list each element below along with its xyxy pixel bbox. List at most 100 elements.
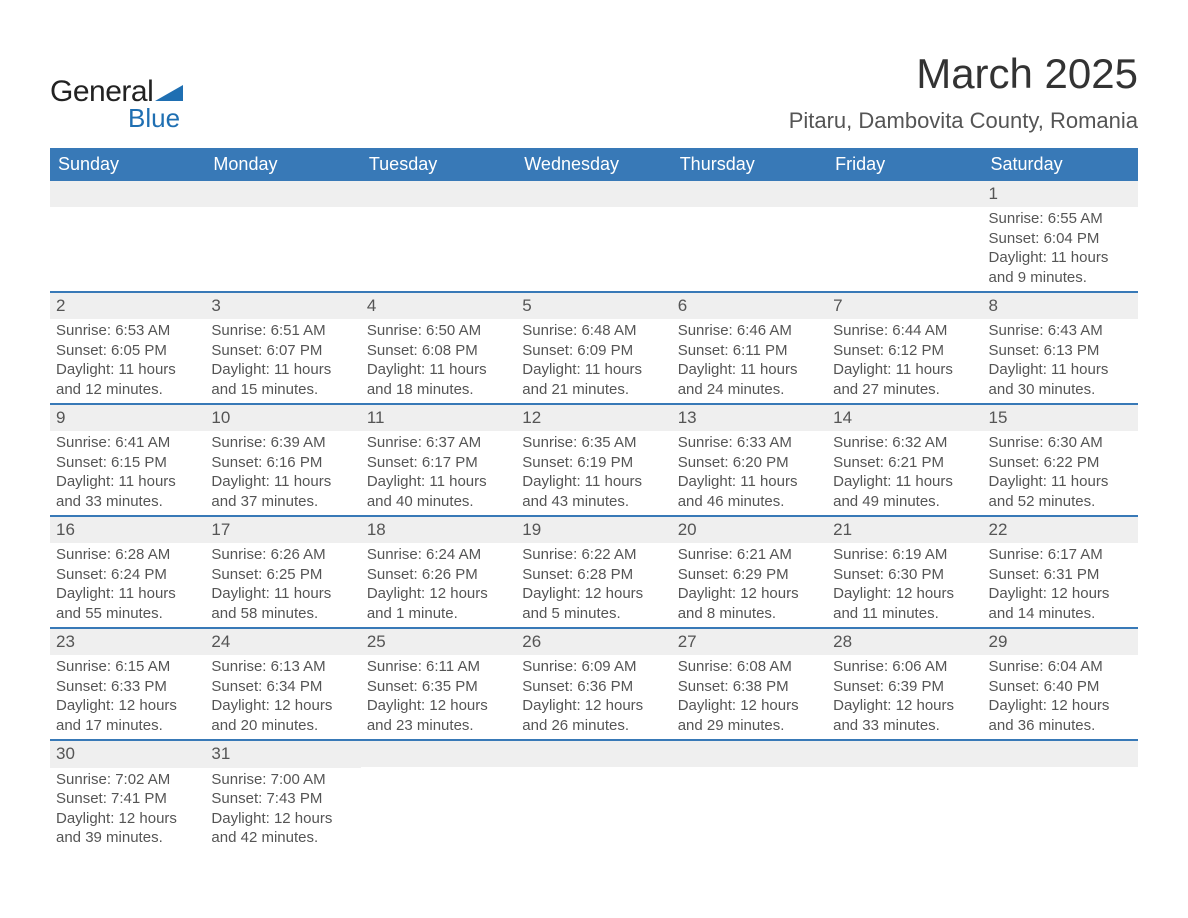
sunrise-text: Sunrise: 6:24 AM bbox=[367, 545, 510, 565]
calendar-day-cell: 31Sunrise: 7:00 AMSunset: 7:43 PMDayligh… bbox=[205, 741, 360, 851]
calendar-day-cell bbox=[672, 181, 827, 291]
calendar-day-cell: 20Sunrise: 6:21 AMSunset: 6:29 PMDayligh… bbox=[672, 517, 827, 627]
logo: General Blue bbox=[50, 75, 183, 134]
calendar-week: 1Sunrise: 6:55 AMSunset: 6:04 PMDaylight… bbox=[50, 181, 1138, 291]
calendar-day-cell: 5Sunrise: 6:48 AMSunset: 6:09 PMDaylight… bbox=[516, 293, 671, 403]
day-body: Sunrise: 6:19 AMSunset: 6:30 PMDaylight:… bbox=[827, 543, 982, 627]
sunrise-text: Sunrise: 6:37 AM bbox=[367, 433, 510, 453]
day-number: 31 bbox=[205, 741, 360, 767]
dow-saturday: Saturday bbox=[983, 148, 1138, 181]
daylight-text: Daylight: 11 hours and 30 minutes. bbox=[989, 360, 1132, 399]
day-number bbox=[672, 181, 827, 207]
sunrise-text: Sunrise: 6:35 AM bbox=[522, 433, 665, 453]
daylight-text: Daylight: 12 hours and 1 minute. bbox=[367, 584, 510, 623]
day-body: Sunrise: 6:32 AMSunset: 6:21 PMDaylight:… bbox=[827, 431, 982, 515]
calendar-day-cell: 8Sunrise: 6:43 AMSunset: 6:13 PMDaylight… bbox=[983, 293, 1138, 403]
sunset-text: Sunset: 7:41 PM bbox=[56, 789, 199, 809]
sunset-text: Sunset: 6:22 PM bbox=[989, 453, 1132, 473]
daylight-text: Daylight: 11 hours and 40 minutes. bbox=[367, 472, 510, 511]
calendar-day-cell: 22Sunrise: 6:17 AMSunset: 6:31 PMDayligh… bbox=[983, 517, 1138, 627]
day-number: 9 bbox=[50, 405, 205, 431]
day-body: Sunrise: 6:28 AMSunset: 6:24 PMDaylight:… bbox=[50, 543, 205, 627]
day-number: 28 bbox=[827, 629, 982, 655]
day-number bbox=[516, 741, 671, 767]
daylight-text: Daylight: 11 hours and 24 minutes. bbox=[678, 360, 821, 399]
day-body: Sunrise: 6:35 AMSunset: 6:19 PMDaylight:… bbox=[516, 431, 671, 515]
daylight-text: Daylight: 11 hours and 18 minutes. bbox=[367, 360, 510, 399]
day-body: Sunrise: 6:04 AMSunset: 6:40 PMDaylight:… bbox=[983, 655, 1138, 739]
sunset-text: Sunset: 6:24 PM bbox=[56, 565, 199, 585]
daylight-text: Daylight: 12 hours and 17 minutes. bbox=[56, 696, 199, 735]
weeks-container: 1Sunrise: 6:55 AMSunset: 6:04 PMDaylight… bbox=[50, 181, 1138, 852]
logo-text-blue: Blue bbox=[128, 103, 183, 134]
sunset-text: Sunset: 6:39 PM bbox=[833, 677, 976, 697]
day-number: 7 bbox=[827, 293, 982, 319]
sunrise-text: Sunrise: 6:11 AM bbox=[367, 657, 510, 677]
calendar-day-cell bbox=[361, 181, 516, 291]
sunset-text: Sunset: 6:33 PM bbox=[56, 677, 199, 697]
calendar: Sunday Monday Tuesday Wednesday Thursday… bbox=[50, 148, 1138, 852]
daylight-text: Daylight: 11 hours and 12 minutes. bbox=[56, 360, 199, 399]
calendar-day-cell bbox=[827, 181, 982, 291]
daylight-text: Daylight: 11 hours and 52 minutes. bbox=[989, 472, 1132, 511]
day-number: 22 bbox=[983, 517, 1138, 543]
day-body: Sunrise: 6:33 AMSunset: 6:20 PMDaylight:… bbox=[672, 431, 827, 515]
daylight-text: Daylight: 12 hours and 42 minutes. bbox=[211, 809, 354, 848]
sunset-text: Sunset: 6:09 PM bbox=[522, 341, 665, 361]
day-number: 23 bbox=[50, 629, 205, 655]
day-number: 1 bbox=[983, 181, 1138, 207]
sunset-text: Sunset: 6:17 PM bbox=[367, 453, 510, 473]
daylight-text: Daylight: 12 hours and 14 minutes. bbox=[989, 584, 1132, 623]
sunset-text: Sunset: 6:30 PM bbox=[833, 565, 976, 585]
days-of-week-header: Sunday Monday Tuesday Wednesday Thursday… bbox=[50, 148, 1138, 181]
day-number bbox=[361, 181, 516, 207]
calendar-day-cell: 29Sunrise: 6:04 AMSunset: 6:40 PMDayligh… bbox=[983, 629, 1138, 739]
day-number: 21 bbox=[827, 517, 982, 543]
day-body: Sunrise: 6:55 AMSunset: 6:04 PMDaylight:… bbox=[983, 207, 1138, 291]
day-number: 18 bbox=[361, 517, 516, 543]
daylight-text: Daylight: 11 hours and 37 minutes. bbox=[211, 472, 354, 511]
calendar-day-cell: 19Sunrise: 6:22 AMSunset: 6:28 PMDayligh… bbox=[516, 517, 671, 627]
sunrise-text: Sunrise: 6:04 AM bbox=[989, 657, 1132, 677]
sunset-text: Sunset: 6:08 PM bbox=[367, 341, 510, 361]
sunrise-text: Sunrise: 6:55 AM bbox=[989, 209, 1132, 229]
day-body: Sunrise: 6:09 AMSunset: 6:36 PMDaylight:… bbox=[516, 655, 671, 739]
day-number: 25 bbox=[361, 629, 516, 655]
sunrise-text: Sunrise: 6:53 AM bbox=[56, 321, 199, 341]
day-number: 10 bbox=[205, 405, 360, 431]
calendar-day-cell bbox=[983, 741, 1138, 851]
sunset-text: Sunset: 6:15 PM bbox=[56, 453, 199, 473]
day-body: Sunrise: 6:44 AMSunset: 6:12 PMDaylight:… bbox=[827, 319, 982, 403]
daylight-text: Daylight: 12 hours and 23 minutes. bbox=[367, 696, 510, 735]
day-body: Sunrise: 6:41 AMSunset: 6:15 PMDaylight:… bbox=[50, 431, 205, 515]
daylight-text: Daylight: 11 hours and 33 minutes. bbox=[56, 472, 199, 511]
calendar-day-cell: 26Sunrise: 6:09 AMSunset: 6:36 PMDayligh… bbox=[516, 629, 671, 739]
calendar-day-cell bbox=[50, 181, 205, 291]
sunset-text: Sunset: 6:31 PM bbox=[989, 565, 1132, 585]
sunset-text: Sunset: 6:12 PM bbox=[833, 341, 976, 361]
daylight-text: Daylight: 12 hours and 29 minutes. bbox=[678, 696, 821, 735]
calendar-day-cell: 10Sunrise: 6:39 AMSunset: 6:16 PMDayligh… bbox=[205, 405, 360, 515]
sunrise-text: Sunrise: 6:19 AM bbox=[833, 545, 976, 565]
sunset-text: Sunset: 6:04 PM bbox=[989, 229, 1132, 249]
calendar-week: 2Sunrise: 6:53 AMSunset: 6:05 PMDaylight… bbox=[50, 291, 1138, 403]
day-number: 11 bbox=[361, 405, 516, 431]
calendar-day-cell: 4Sunrise: 6:50 AMSunset: 6:08 PMDaylight… bbox=[361, 293, 516, 403]
day-body: Sunrise: 7:02 AMSunset: 7:41 PMDaylight:… bbox=[50, 768, 205, 852]
day-number: 14 bbox=[827, 405, 982, 431]
calendar-day-cell: 30Sunrise: 7:02 AMSunset: 7:41 PMDayligh… bbox=[50, 741, 205, 851]
day-body: Sunrise: 6:37 AMSunset: 6:17 PMDaylight:… bbox=[361, 431, 516, 515]
day-body: Sunrise: 6:46 AMSunset: 6:11 PMDaylight:… bbox=[672, 319, 827, 403]
calendar-day-cell: 13Sunrise: 6:33 AMSunset: 6:20 PMDayligh… bbox=[672, 405, 827, 515]
sunset-text: Sunset: 6:38 PM bbox=[678, 677, 821, 697]
daylight-text: Daylight: 11 hours and 46 minutes. bbox=[678, 472, 821, 511]
sunrise-text: Sunrise: 6:43 AM bbox=[989, 321, 1132, 341]
day-body: Sunrise: 6:43 AMSunset: 6:13 PMDaylight:… bbox=[983, 319, 1138, 403]
daylight-text: Daylight: 12 hours and 26 minutes. bbox=[522, 696, 665, 735]
day-number: 30 bbox=[50, 741, 205, 767]
day-body: Sunrise: 6:53 AMSunset: 6:05 PMDaylight:… bbox=[50, 319, 205, 403]
day-number bbox=[983, 741, 1138, 767]
dow-wednesday: Wednesday bbox=[516, 148, 671, 181]
calendar-day-cell: 7Sunrise: 6:44 AMSunset: 6:12 PMDaylight… bbox=[827, 293, 982, 403]
sunrise-text: Sunrise: 6:46 AM bbox=[678, 321, 821, 341]
